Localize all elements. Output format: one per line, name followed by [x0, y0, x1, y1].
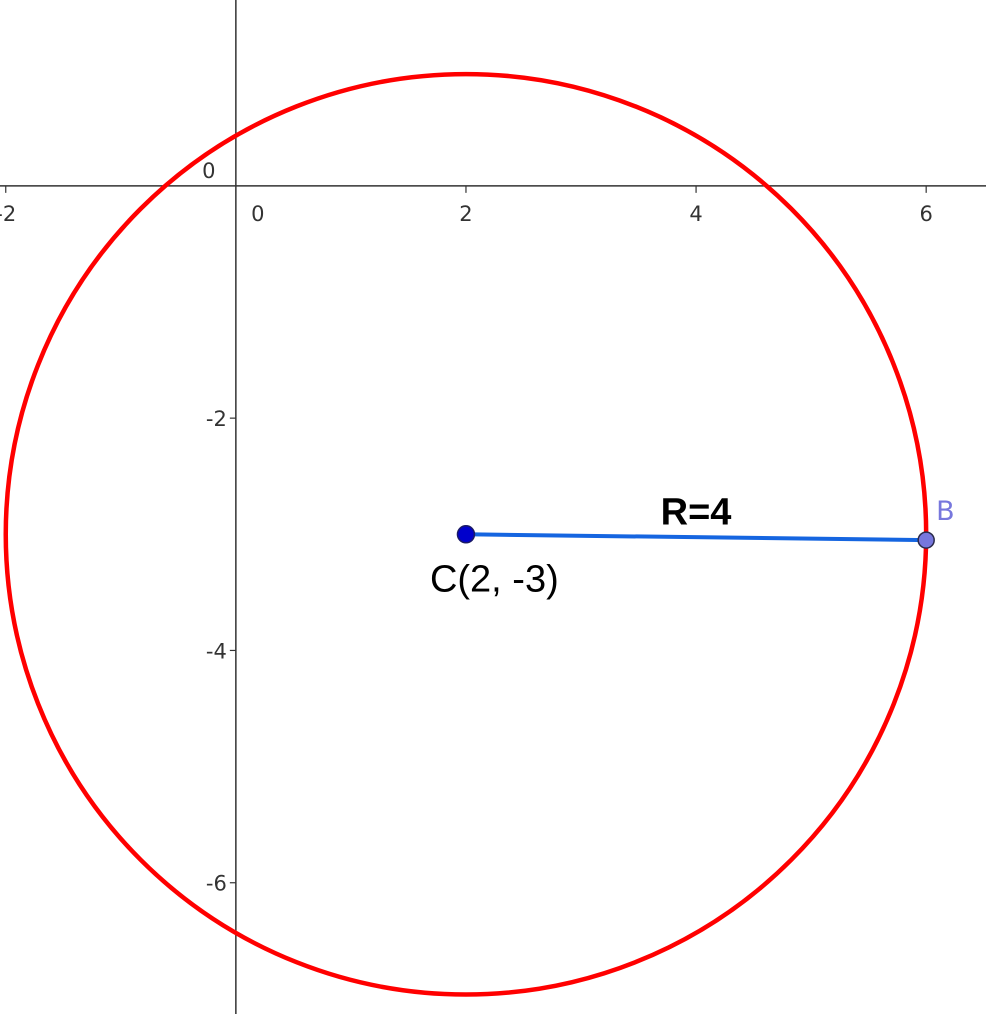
y-tick-label: -2: [206, 407, 227, 431]
x-tick-label: 0: [251, 202, 264, 226]
center-point[interactable]: [456, 525, 476, 544]
center-point-label: C(2, -3): [430, 558, 559, 600]
y-tick-label: -6: [206, 872, 227, 896]
x-tick-label: 6: [919, 202, 932, 226]
radius-segment[interactable]: [463, 532, 929, 543]
x-tick-label: 2: [459, 202, 472, 226]
y-axis-ticks: -2 -4 -6: [206, 407, 236, 896]
origin-label: 0: [202, 159, 215, 183]
point-b[interactable]: [917, 531, 935, 549]
x-tick-label: 4: [689, 202, 702, 226]
radius-label: R=4: [661, 491, 732, 533]
x-axis-ticks: -2 0 2 4 6: [0, 185, 933, 226]
y-tick-label: -4: [206, 639, 227, 663]
point-b-label: B: [936, 496, 955, 527]
x-tick-label: -2: [0, 202, 16, 226]
